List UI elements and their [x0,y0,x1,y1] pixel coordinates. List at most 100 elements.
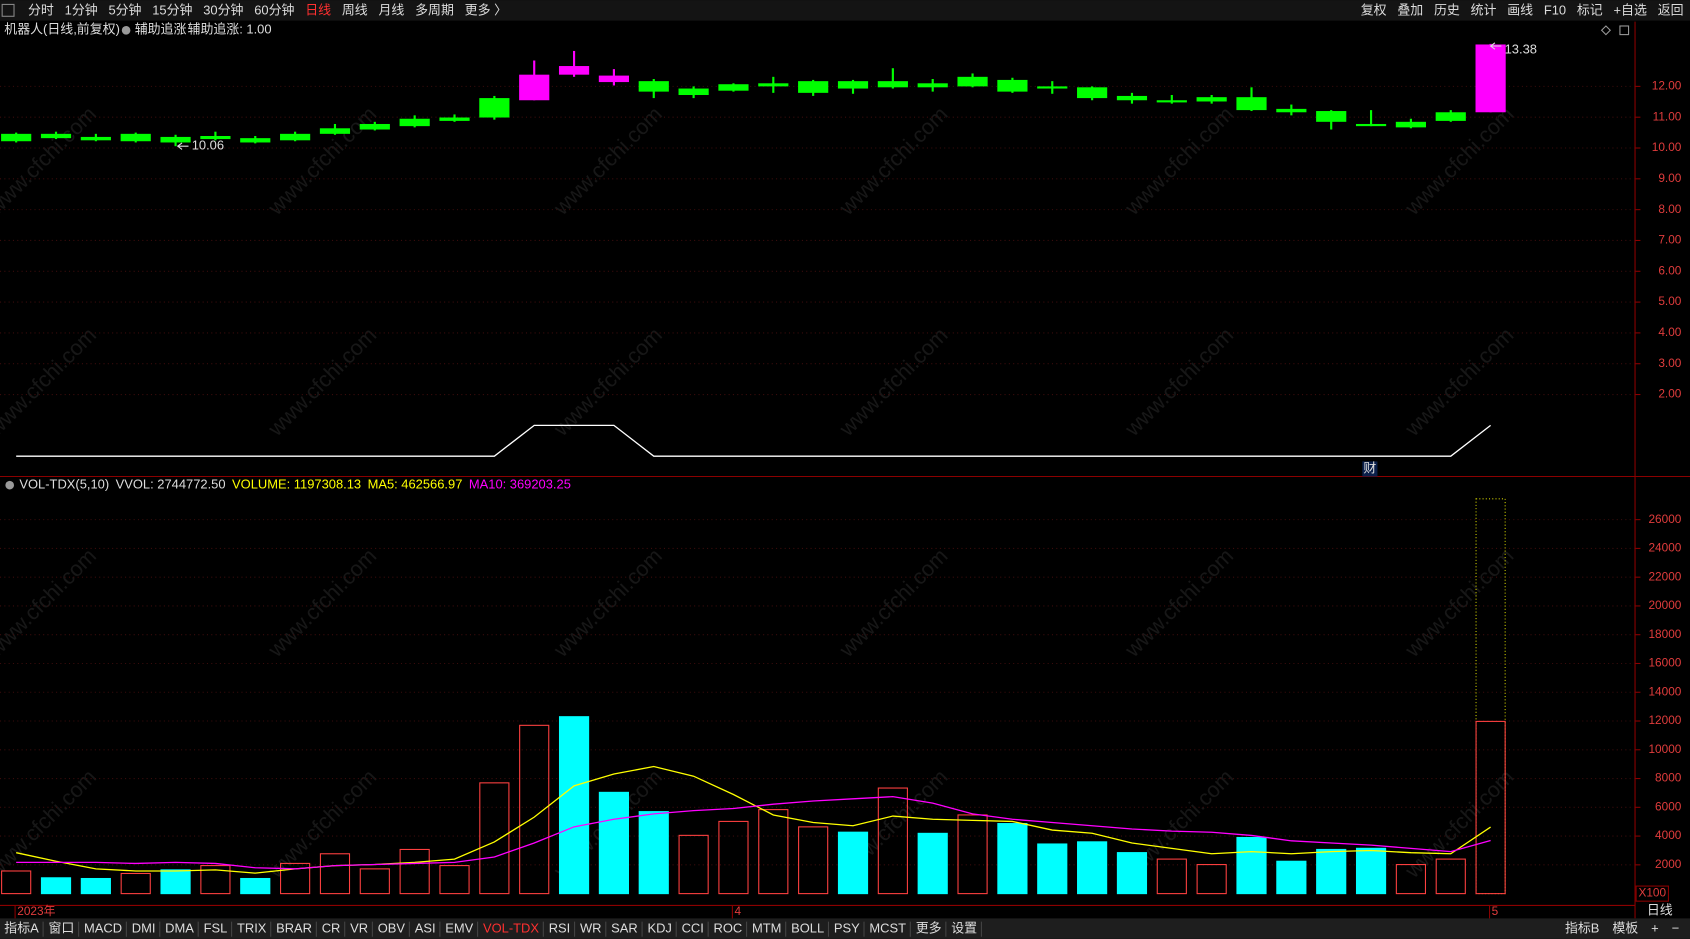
finance-marker-box[interactable] [1362,461,1378,477]
period-tab[interactable]: 更多 〉 [465,2,507,17]
indicator-tab[interactable]: MACD [84,921,122,936]
period-tab[interactable]: 60分钟 [254,2,294,17]
volume-bar [80,877,111,895]
right-tab[interactable]: 指标B [1565,921,1599,936]
indicator-tab[interactable]: OBV [378,921,406,936]
indicator-tab[interactable]: 设置 [951,921,977,936]
tool-button[interactable]: 叠加 [1397,2,1423,17]
window-icon[interactable] [1619,25,1630,36]
right-tab[interactable]: 模板 [1612,921,1638,936]
indicator-tab[interactable]: 更多 [916,921,942,936]
indicator-tab[interactable]: WR [580,921,602,936]
tool-button[interactable]: 复权 [1361,2,1387,17]
volume-bar [1355,847,1387,895]
y-tick-label: 6000 [1655,799,1682,813]
indicator-tab[interactable]: MCST [869,921,906,936]
indicator-tab[interactable]: 窗口 [48,921,74,936]
x-tick-label: 2023年 [17,904,55,918]
period-tab[interactable]: 日线 [305,2,331,17]
finance-marker[interactable]: 财 [1363,460,1376,475]
settings-icon[interactable] [121,25,131,35]
volume-bar [917,832,948,895]
volume-bar [399,848,430,895]
y-tick-label: 6.00 [1658,263,1681,277]
tool-button[interactable]: 标记 [1577,2,1603,17]
candle-body [877,81,908,88]
period-tab[interactable]: 1分钟 [65,2,98,17]
indicator-tab[interactable]: FSL [204,921,228,936]
candle-body [479,98,510,118]
top-toolbar [0,0,1690,21]
right-tab[interactable]: + [1651,921,1659,936]
right-tab[interactable]: − [1672,921,1680,936]
candle-body [1,133,32,142]
tool-button[interactable]: 统计 [1471,2,1497,17]
indicator-tab[interactable]: SAR [611,921,638,936]
candle-body [997,79,1028,92]
indicator-tab[interactable]: CCI [682,921,704,936]
indicator-tab[interactable]: EMV [445,921,473,936]
indicator-tab[interactable]: DMA [165,921,194,936]
volume-bar [1395,864,1426,895]
indicator-tab[interactable]: ASI [415,921,436,936]
menu-icon[interactable] [1,3,15,17]
volume-bar [638,811,669,895]
bottom-toolbar [0,918,1690,939]
y-tick-label: 16000 [1648,656,1681,670]
tool-button[interactable]: 历史 [1434,2,1460,17]
indicator-tab[interactable]: VOL-TDX [483,921,539,936]
tool-button[interactable]: +自选 [1614,2,1647,17]
indicator-title: 辅助追涨 [135,22,187,37]
unit-box [1635,885,1669,902]
volume-bar [1236,836,1267,895]
volume-bar [1475,720,1506,895]
candle-body [120,133,151,142]
y-tick-label: 4000 [1655,828,1682,842]
diamond-icon[interactable] [1600,25,1612,36]
indicator-tab[interactable]: 指标A [4,921,39,936]
period-tab[interactable]: 周线 [342,2,368,17]
indicator-tab[interactable]: RSI [549,921,571,936]
volume-bar [718,820,749,895]
indicator-tab[interactable]: BOLL [791,921,824,936]
period-tab[interactable]: 多周期 [415,2,454,17]
y-tick-label: 8.00 [1658,202,1681,216]
period-tab[interactable]: 5分钟 [108,2,141,17]
x-tick-label: 5 [1492,904,1499,918]
volume-bar [479,782,510,895]
indicator-tab[interactable]: MTM [752,921,781,936]
tool-button[interactable]: 画线 [1507,2,1533,17]
candle-body [160,136,191,143]
period-tab[interactable]: 30分钟 [203,2,243,17]
tool-button[interactable]: F10 [1544,2,1566,17]
indicator-tab[interactable]: KDJ [647,921,671,936]
candle-body [638,81,669,92]
settings-icon[interactable] [5,480,15,490]
y-tick-label: 4.00 [1658,325,1681,339]
volume-bar [280,862,311,895]
indicator-tab[interactable]: ROC [714,921,743,936]
indicator-tab[interactable]: DMI [132,921,156,936]
indicator-tab[interactable]: TRIX [237,921,267,936]
legend-entry: MA5: 462566.97 [368,477,463,492]
y-tick-label: 8000 [1655,771,1682,785]
legend-entry: VOLUME: 1197308.13 [232,477,361,492]
candle-body [957,76,988,87]
indicator-tab[interactable]: CR [322,921,341,936]
candle-body [1316,111,1347,122]
period-tab[interactable]: 分时 [28,2,54,17]
y-tick-label: 20000 [1648,598,1681,612]
volume-bar [598,791,630,895]
annotation-arrow [176,142,189,150]
volume-bar [1156,858,1187,895]
period-tab[interactable]: 15分钟 [152,2,192,17]
volume-bar [439,865,470,895]
indicator-tab[interactable]: BRAR [276,921,312,936]
indicator-tab[interactable]: PSY [834,921,860,936]
moving-average-line [16,796,1491,870]
indicator-tab[interactable]: VR [350,921,368,936]
candle-body [80,136,111,141]
y-tick-label: 22000 [1648,569,1681,583]
tool-button[interactable]: 返回 [1658,2,1684,17]
period-tab[interactable]: 月线 [378,2,404,17]
